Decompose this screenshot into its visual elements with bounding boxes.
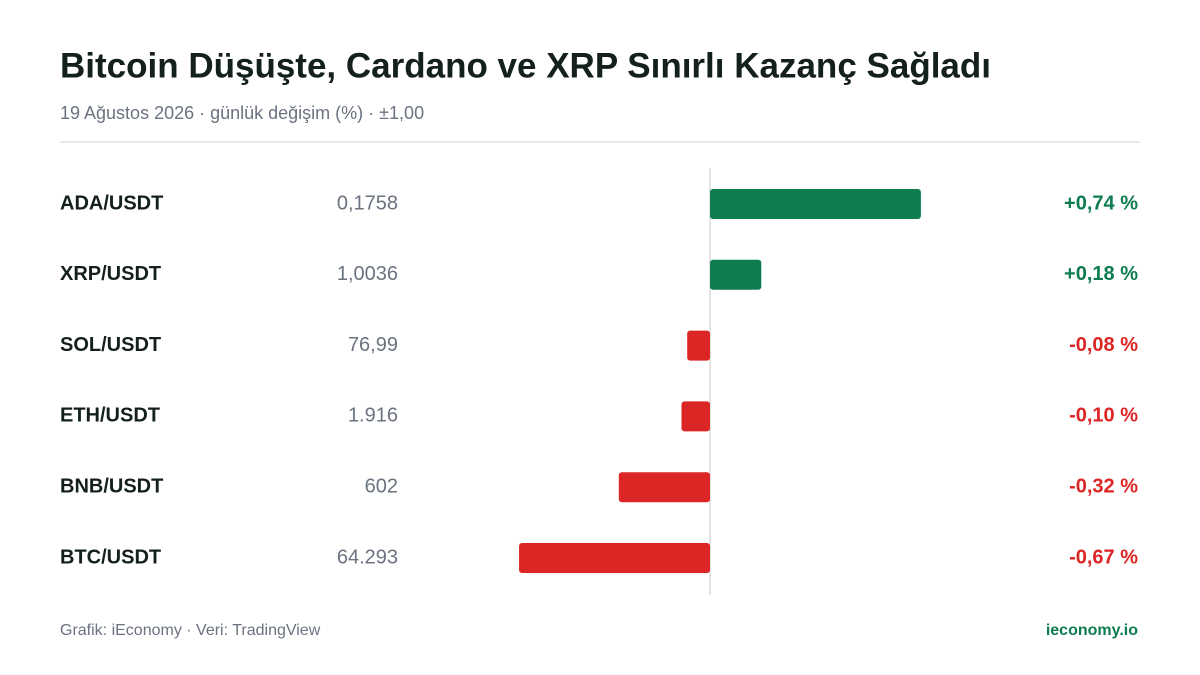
price-label: 1,0036 <box>337 263 398 285</box>
price-label: 602 <box>365 475 398 497</box>
category-label: XRP/USDT <box>60 263 161 285</box>
brand: ieconomy.io <box>1046 622 1138 639</box>
value-label: -0,67 % <box>1069 546 1138 568</box>
bar <box>618 472 710 503</box>
bar <box>519 543 710 573</box>
source: Grafik: iEconomy · Veri: TradingView <box>60 622 321 639</box>
category-label: SOL/USDT <box>60 334 161 356</box>
bar <box>687 330 710 361</box>
price-label: 1.916 <box>348 405 398 427</box>
bar <box>710 259 762 290</box>
category-label: BNB/USDT <box>60 475 163 497</box>
bar <box>681 401 710 432</box>
price-label: 0,1758 <box>337 192 398 214</box>
price-label: 76,99 <box>348 334 398 356</box>
value-label: +0,18 % <box>1064 263 1138 285</box>
value-label: -0,08 % <box>1069 334 1138 356</box>
chart-subtitle: 19 Ağustos 2026 · günlük değişim (%) · ±… <box>60 103 424 123</box>
price-label: 64.293 <box>337 546 398 568</box>
category-label: BTC/USDT <box>60 546 161 568</box>
value-label: +0,74 % <box>1064 192 1138 214</box>
bar <box>710 189 921 219</box>
value-label: -0,10 % <box>1069 405 1138 427</box>
category-label: ETH/USDT <box>60 405 160 427</box>
chart-title: Bitcoin Düşüşte, Cardano ve XRP Sınırlı … <box>60 46 991 85</box>
category-label: ADA/USDT <box>60 192 163 214</box>
value-label: -0,32 % <box>1069 475 1138 497</box>
